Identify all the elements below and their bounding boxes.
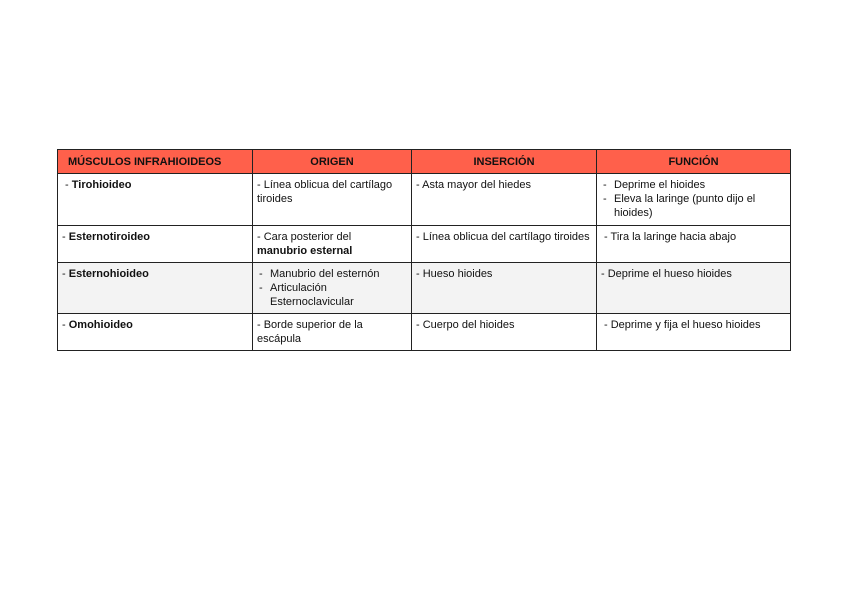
muscle-cell: - Omohioideo [57,313,253,351]
header-origin: ORIGEN [252,149,412,174]
muscle-cell: - Esternotiroideo [57,225,253,263]
insertion-cell: - Línea oblicua del cartílago tiroides [411,225,597,263]
infrahyoid-muscles-table: MÚSCULOS INFRAHIOIDEOS ORIGEN INSERCIÓN … [57,149,791,351]
muscle-name: Omohioideo [68,319,133,331]
list-item: Eleva la laringe (punto dijo el hioides) [601,192,786,220]
table-row: - Tirohioideo - Línea oblicua del cartíl… [57,173,791,226]
header-muscles: MÚSCULOS INFRAHIOIDEOS [57,149,253,174]
table-row: - Esternohioideo Manubrio del esternón A… [57,262,791,314]
list-item: Deprime el hioides [601,178,786,192]
muscle-name: Tirohioideo [71,179,132,191]
origin-bold-text: manubrio esternal [257,245,353,257]
origin-cell: - Cara posterior del manubrio esternal [252,225,412,263]
function-cell: - Tira la laringe hacia abajo [596,225,791,263]
insertion-cell: - Cuerpo del hioides [411,313,597,351]
muscle-cell: - Esternohioideo [57,262,253,314]
header-row: MÚSCULOS INFRAHIOIDEOS ORIGEN INSERCIÓN … [57,149,791,174]
function-cell: - Deprime el hueso hioides [596,262,791,314]
insertion-cell: - Hueso hioides [411,262,597,314]
table-row: - Esternotiroideo - Cara posterior del ma… [57,225,791,263]
list-item: Manubrio del esternón [257,267,407,281]
origin-text: - Cara posterior del [257,231,352,243]
origin-cell: - Borde superior de la escápula [252,313,412,351]
table-row: - Omohioideo - Borde superior de la escá… [57,313,791,351]
muscle-name: Esternotiroideo [68,231,151,243]
function-cell: Deprime el hioides Eleva la laringe (pun… [596,173,791,226]
list-item: Articulación Esternoclavicular [257,281,407,309]
muscle-cell: - Tirohioideo [57,173,253,226]
muscle-name: Esternohioideo [68,268,149,280]
function-cell: - Deprime y fija el hueso hioides [596,313,791,351]
origin-cell: Manubrio del esternón Articulación Ester… [252,262,412,314]
origin-cell: - Línea oblicua del cartílago tiroides [252,173,412,226]
header-insertion: INSERCIÓN [411,149,597,174]
insertion-cell: - Asta mayor del hiedes [411,173,597,226]
header-function: FUNCIÓN [596,149,791,174]
